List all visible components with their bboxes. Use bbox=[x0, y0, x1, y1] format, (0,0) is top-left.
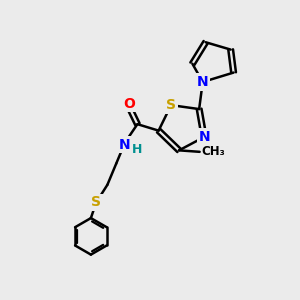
Text: CH₃: CH₃ bbox=[201, 145, 225, 158]
Text: N: N bbox=[119, 138, 131, 152]
Text: S: S bbox=[91, 196, 101, 209]
Text: S: S bbox=[166, 98, 176, 112]
Text: H: H bbox=[132, 143, 142, 156]
Text: N: N bbox=[198, 130, 210, 144]
Text: N: N bbox=[197, 75, 208, 89]
Text: O: O bbox=[123, 97, 135, 110]
